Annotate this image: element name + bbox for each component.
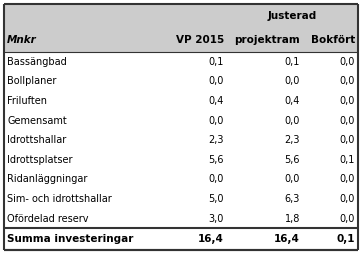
Bar [4, 209, 161, 228]
Text: 0,1: 0,1 [285, 57, 300, 67]
Text: 0,1: 0,1 [209, 57, 224, 67]
Text: 0,0: 0,0 [340, 76, 355, 86]
Bar [4, 150, 161, 170]
Text: 0,0: 0,0 [340, 116, 355, 125]
Bar [4, 130, 161, 150]
Bar [227, 209, 303, 228]
Text: VP 2015: VP 2015 [176, 35, 224, 45]
Text: 16,4: 16,4 [198, 234, 224, 244]
Text: Bokfört: Bokfört [311, 35, 355, 45]
Text: Ofördelad reserv: Ofördelad reserv [7, 214, 88, 224]
Text: 16,4: 16,4 [274, 234, 300, 244]
Bar [303, 91, 358, 111]
Text: 2,3: 2,3 [209, 135, 224, 145]
Text: Justerad: Justerad [268, 11, 317, 21]
Text: 0,0: 0,0 [340, 194, 355, 204]
Bar [4, 52, 161, 72]
Bar [161, 52, 227, 72]
Bar [161, 111, 227, 130]
Bar [303, 170, 358, 189]
Bar [161, 4, 227, 28]
Bar [303, 52, 358, 72]
Text: Idrottsplatser: Idrottsplatser [7, 155, 72, 165]
Text: 0,0: 0,0 [209, 76, 224, 86]
Bar [161, 72, 227, 91]
Bar [227, 52, 303, 72]
Bar [227, 111, 303, 130]
Text: 0,0: 0,0 [285, 174, 300, 184]
Bar [161, 209, 227, 228]
Bar [4, 72, 161, 91]
Text: 0,0: 0,0 [209, 116, 224, 125]
Text: Summa investeringar: Summa investeringar [7, 234, 133, 244]
Text: 0,0: 0,0 [340, 135, 355, 145]
Bar [161, 228, 227, 250]
Bar [4, 228, 161, 250]
Bar [161, 170, 227, 189]
Text: Friluften: Friluften [7, 96, 47, 106]
Text: Bassängbad: Bassängbad [7, 57, 67, 67]
Bar [303, 28, 358, 52]
Bar [303, 228, 358, 250]
Text: 0,0: 0,0 [285, 76, 300, 86]
Bar [4, 111, 161, 130]
Bar [303, 150, 358, 170]
Bar [303, 189, 358, 209]
Bar [303, 130, 358, 150]
Text: 0,0: 0,0 [340, 174, 355, 184]
Bar [227, 28, 303, 52]
Text: Ridanläggningar: Ridanläggningar [7, 174, 87, 184]
Bar [161, 189, 227, 209]
Bar [303, 209, 358, 228]
Bar [161, 130, 227, 150]
Bar [303, 4, 358, 28]
Bar [227, 130, 303, 150]
Bar [161, 91, 227, 111]
Bar [227, 170, 303, 189]
Text: 6,3: 6,3 [285, 194, 300, 204]
Text: Idrottshallar: Idrottshallar [7, 135, 66, 145]
Text: 0,4: 0,4 [285, 96, 300, 106]
Bar [303, 111, 358, 130]
Bar [4, 189, 161, 209]
Bar [4, 28, 161, 52]
Bar [227, 91, 303, 111]
Text: 0,0: 0,0 [340, 57, 355, 67]
Text: Bollplaner: Bollplaner [7, 76, 56, 86]
Text: 5,6: 5,6 [285, 155, 300, 165]
Text: 0,0: 0,0 [340, 214, 355, 224]
Bar [227, 4, 303, 28]
Bar [4, 4, 161, 28]
Text: Gemensamt: Gemensamt [7, 116, 67, 125]
Text: 0,1: 0,1 [337, 234, 355, 244]
Text: 0,0: 0,0 [285, 116, 300, 125]
Bar [161, 28, 227, 52]
Text: 5,0: 5,0 [209, 194, 224, 204]
Text: Sim- och idrottshallar: Sim- och idrottshallar [7, 194, 112, 204]
Text: 5,6: 5,6 [209, 155, 224, 165]
Text: 3,0: 3,0 [209, 214, 224, 224]
Bar [303, 72, 358, 91]
Text: 1,8: 1,8 [285, 214, 300, 224]
Text: 2,3: 2,3 [285, 135, 300, 145]
Bar [227, 189, 303, 209]
Text: 0,4: 0,4 [209, 96, 224, 106]
Text: 0,0: 0,0 [340, 96, 355, 106]
Bar [227, 150, 303, 170]
Bar [4, 91, 161, 111]
Text: 0,1: 0,1 [340, 155, 355, 165]
Bar [227, 72, 303, 91]
Bar [227, 228, 303, 250]
Text: projektram: projektram [234, 35, 300, 45]
Bar [161, 150, 227, 170]
Bar [4, 170, 161, 189]
Text: Mnkr: Mnkr [7, 35, 37, 45]
Text: 0,0: 0,0 [209, 174, 224, 184]
